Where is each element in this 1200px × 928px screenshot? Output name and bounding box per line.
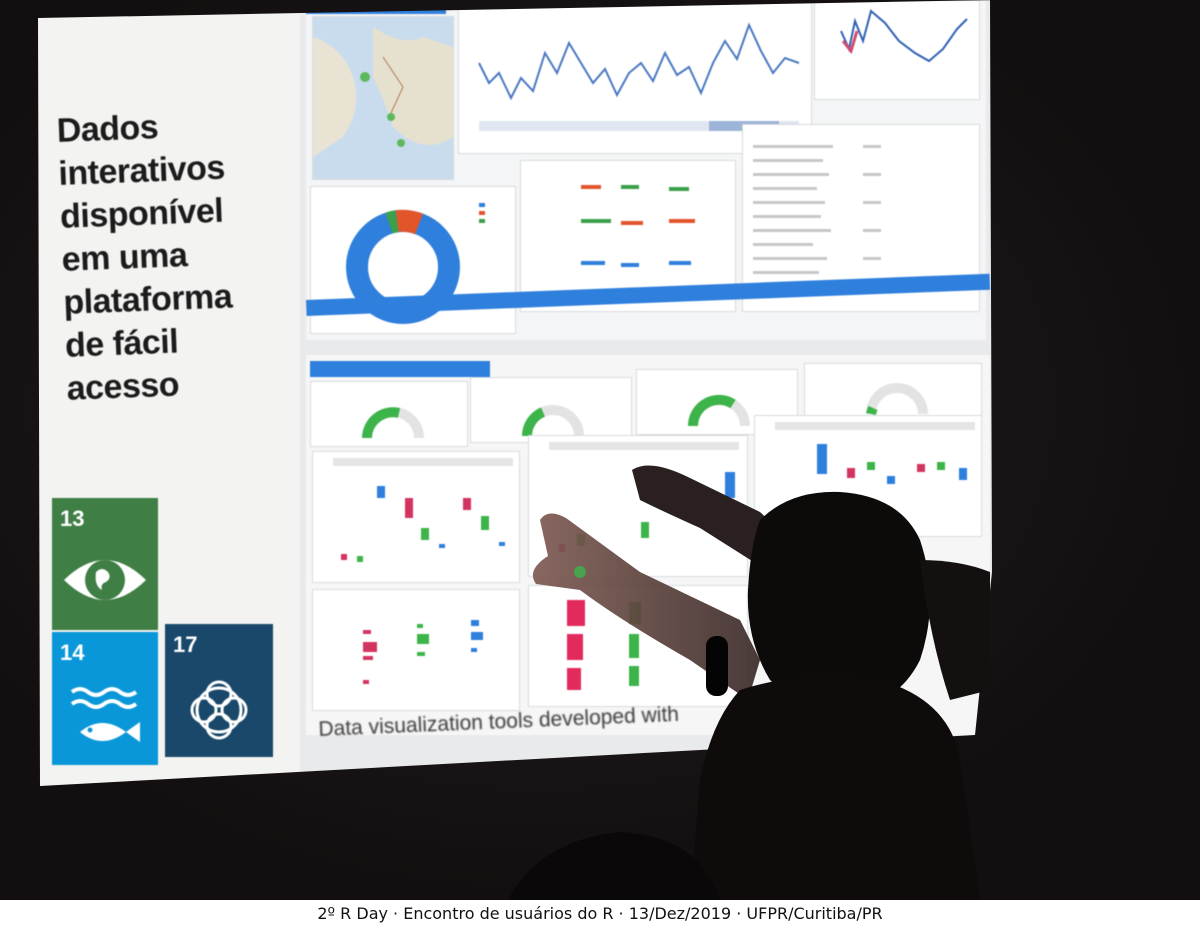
gauge	[866, 383, 928, 416]
eye-earth-icon	[64, 560, 146, 600]
sdg-number: 14	[60, 640, 85, 665]
photo-caption: 2º R Day · Encontro de usuários do R · 1…	[317, 904, 883, 923]
boxplot-chart	[775, 422, 975, 484]
sdg-number: 17	[173, 632, 198, 657]
sdg-13-tile: 13	[52, 498, 158, 630]
photo-caption-bar: 2º R Day · Encontro de usuários do R · 1…	[0, 900, 1200, 928]
dashboard-tabs	[310, 361, 490, 377]
donut-chart	[346, 203, 485, 324]
gauge	[687, 394, 750, 427]
map-graphic	[313, 17, 453, 179]
fish-waves-icon	[70, 687, 140, 742]
bar-chart-small	[581, 185, 695, 267]
histogram-panel	[312, 589, 520, 711]
gauge	[522, 405, 584, 437]
sdg-17-tile: 17	[165, 624, 273, 757]
rings-icon	[190, 680, 248, 740]
presenter-silhouette	[532, 465, 790, 700]
table-rows	[753, 145, 881, 274]
horizontal-bars	[363, 620, 483, 684]
small-line-panel	[814, 0, 980, 100]
gauge-card	[804, 363, 982, 425]
boxplot-panel	[312, 451, 520, 583]
gauge	[362, 407, 424, 439]
photo: Dados interativos disponível em uma plat…	[0, 0, 1200, 900]
gauge-card	[310, 381, 468, 447]
sdg-number: 13	[60, 506, 85, 531]
gauge-card	[470, 377, 632, 443]
sdg-14-tile: 14	[52, 632, 158, 765]
small-line-chart	[840, 9, 968, 63]
map-panel	[312, 16, 454, 180]
boxplot-chart	[333, 458, 513, 562]
projected-slide: Dados interativos disponível em uma plat…	[38, 0, 992, 786]
